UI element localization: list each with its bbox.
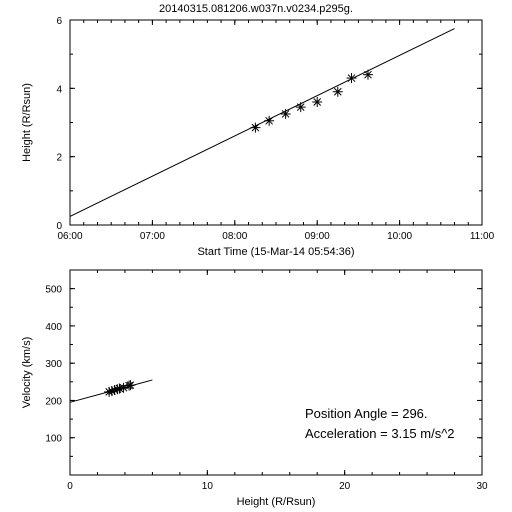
y-tick-label: 400 <box>45 322 62 333</box>
x-tick-label: 09:00 <box>305 231 330 242</box>
y-tick-label: 100 <box>45 434 62 445</box>
page-title: 20140315.081206.w037n.v0234.p295g. <box>159 3 353 15</box>
acceleration-annotation: Acceleration = 3.15 m/s^2 <box>305 426 455 441</box>
x-tick-label: 30 <box>476 481 488 492</box>
velocity-height-chart: 0 10 20 30 100 200 300 400 500 Position Angle = 2… <box>21 270 488 508</box>
x-axis-label: Height (R/Rsun) <box>237 496 316 508</box>
x-tick-label: 11:00 <box>470 231 495 242</box>
x-tick-label: 10 <box>202 481 214 492</box>
y-tick-label: 0 <box>56 221 62 232</box>
y-tick-label: 200 <box>45 396 62 407</box>
y-tick-label: 2 <box>56 153 62 164</box>
x-tick-label: 08:00 <box>222 231 247 242</box>
x-tick-label: 07:00 <box>140 231 165 242</box>
fit-line <box>70 29 455 217</box>
position-angle-annotation: Position Angle = 296. <box>305 406 428 421</box>
x-tick-label: 10:00 <box>387 231 412 242</box>
y-tick-label: 4 <box>56 84 62 95</box>
height-time-chart: 06:00 07:00 08:00 09:00 10:00 11:00 0 2 4 6 Start … <box>21 16 495 258</box>
x-tick-label: 0 <box>67 481 73 492</box>
y-axis-label: Velocity (km/s) <box>21 337 33 409</box>
y-tick-label: 300 <box>45 359 62 370</box>
x-axis-label: Start Time (15-Mar-14 05:54:36) <box>197 246 354 258</box>
x-tick-label: 20 <box>339 481 351 492</box>
x-tick-label: 06:00 <box>57 231 82 242</box>
y-axis-label: Height (R/Rsun) <box>21 83 33 162</box>
y-tick-label: 500 <box>45 285 62 296</box>
y-tick-label: 6 <box>56 16 62 27</box>
